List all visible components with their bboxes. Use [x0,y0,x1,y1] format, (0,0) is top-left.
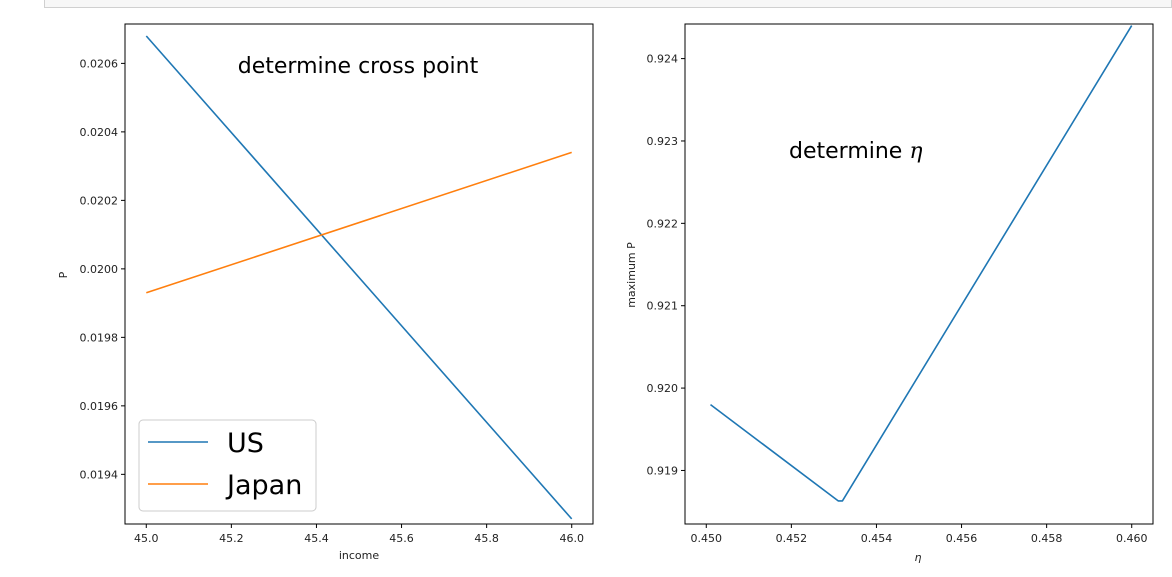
axes-frame-left [124,23,594,525]
y-tick-label: 0.0200 [80,263,119,276]
y-tick-label: 0.0198 [80,331,119,344]
x-tick-label: 46.0 [559,532,584,545]
x-axis-label-income: income [339,549,380,562]
annotation-cross-point: determine cross point [238,54,479,79]
series-line-japan [146,151,572,294]
legend: US Japan [138,419,317,512]
x-axis-label-eta: η [915,551,922,564]
legend-label-japan: Japan [225,470,302,501]
annotation-eta-symbol: η [909,139,922,164]
x-tick-label: 45.4 [304,532,329,545]
y-tick-label: 0.921 [647,300,679,313]
y-tick-label: 0.0194 [80,468,119,481]
x-tick-label: 45.8 [474,532,499,545]
series-line-us [145,35,573,520]
y-tick-label: 0.0206 [80,57,119,70]
y-tick-label: 0.923 [647,135,679,148]
y-tick-label: 0.0204 [80,126,119,139]
y-tick-label: 0.924 [647,53,679,66]
chart-cross-point: 45.0 45.2 45.4 45.6 45.8 46.0 0.0194 0.0196 0.01… [57,23,594,562]
y-axis-label-maximum-p: maximum P [625,242,638,308]
y-tick-label: 0.0196 [80,400,119,413]
chart-determine-eta: 0.450 0.452 0.454 0.456 0.458 0.460 0.919 0.920… [625,23,1154,564]
x-tick-label: 45.2 [219,532,244,545]
axes-frame-right [684,23,1154,525]
x-tick-label: 0.450 [691,532,723,545]
y-tick-label: 0.0202 [80,194,119,207]
y-tick-label: 0.922 [647,217,679,230]
x-tick-label: 0.460 [1116,532,1148,545]
y-axis-label-p: P [57,271,70,278]
x-tick-label: 0.458 [1031,532,1063,545]
x-tick-label: 0.456 [946,532,978,545]
series-line-0 [710,25,1133,502]
annotation-determine-eta: determine η [789,139,923,164]
x-tick-label: 0.452 [776,532,808,545]
y-tick-label: 0.920 [647,382,679,395]
annotation-prefix: determine [789,139,909,164]
legend-label-us: US [227,428,264,459]
x-tick-label: 45.0 [134,532,159,545]
y-tick-label: 0.919 [647,464,679,477]
x-tick-label: 45.6 [389,532,414,545]
x-tick-label: 0.454 [861,532,893,545]
